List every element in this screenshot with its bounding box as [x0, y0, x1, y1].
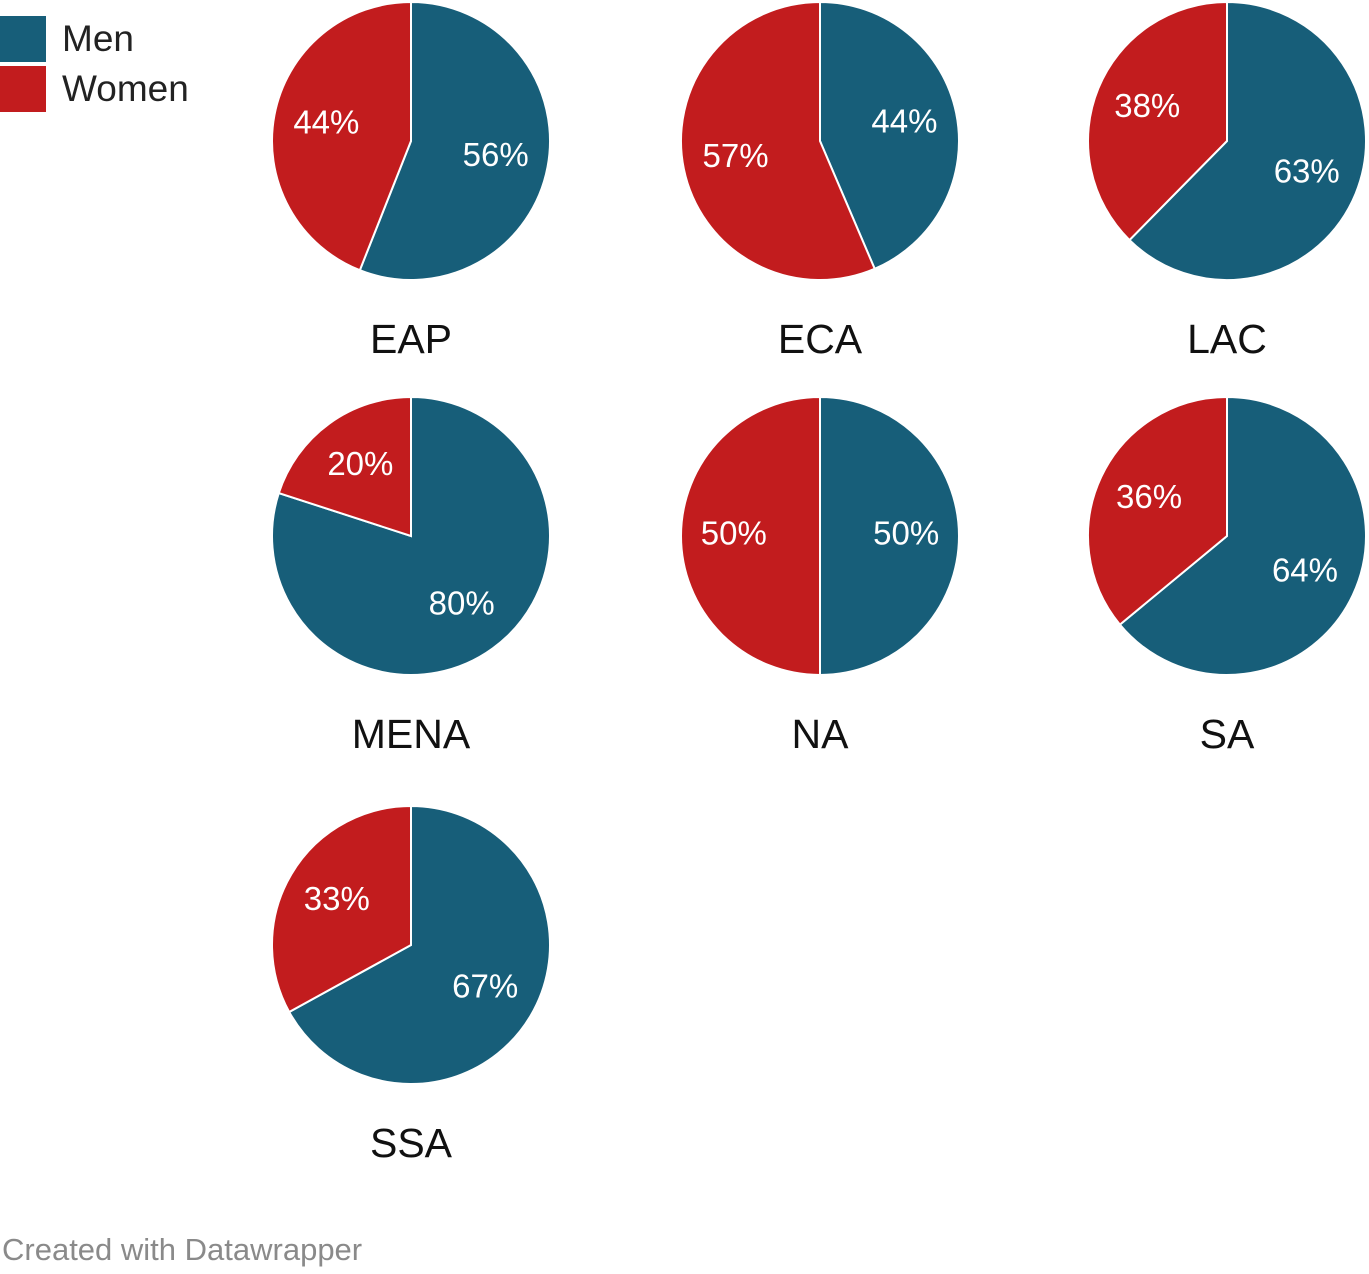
pie-chart-grid: 56% 44% EAP 44% 57% ECA 63% 38% LAC 80% 20% MENA 50%…	[271, 0, 1367, 1166]
slice-women-lac	[1087, 0, 1228, 242]
slice-men-lac	[1128, 0, 1367, 281]
legend-label-men: Men	[62, 18, 134, 59]
pie-na: 50% 50% NA	[680, 395, 960, 757]
value-label-women-sa: 36%	[1116, 478, 1182, 515]
value-label-men-lac: 63%	[1274, 152, 1340, 189]
pie-eap: 56% 44% EAP	[271, 0, 551, 362]
value-label-men-eap: 56%	[463, 136, 529, 173]
legend-label-women: Women	[62, 68, 189, 109]
slice-women-mena	[277, 395, 412, 538]
legend-item-men: Men	[0, 14, 189, 64]
region-label-ssa: SSA	[370, 1120, 453, 1166]
value-label-men-sa: 64%	[1272, 551, 1338, 588]
region-label-sa: SA	[1200, 711, 1255, 757]
pie-ssa: 67% 33% SSA	[271, 804, 551, 1166]
value-label-women-na: 50%	[701, 515, 767, 552]
value-label-women-lac: 38%	[1114, 87, 1180, 124]
slice-men-eca	[819, 0, 960, 271]
value-label-women-mena: 20%	[327, 445, 393, 482]
slice-women-na	[680, 395, 821, 677]
value-label-women-eap: 44%	[293, 104, 359, 141]
slice-women-sa	[1087, 395, 1228, 627]
region-label-mena: MENA	[352, 711, 471, 757]
region-label-eap: EAP	[370, 316, 452, 362]
value-label-men-na: 50%	[873, 515, 939, 552]
value-label-women-eca: 57%	[703, 137, 769, 174]
credit-text: Created with Datawrapper	[2, 1232, 363, 1267]
legend-swatch-women	[0, 66, 46, 112]
pie-mena: 80% 20% MENA	[271, 395, 551, 757]
slice-women-ssa	[271, 804, 412, 1014]
slice-men-ssa	[287, 804, 551, 1085]
slice-women-eap	[271, 0, 412, 272]
value-label-men-mena: 80%	[429, 584, 495, 621]
region-label-eca: ECA	[778, 316, 863, 362]
slice-men-na	[819, 395, 960, 677]
legend-swatch-men	[0, 16, 46, 62]
value-label-men-eca: 44%	[871, 102, 937, 139]
pie-lac: 63% 38% LAC	[1087, 0, 1367, 362]
slice-men-sa	[1118, 395, 1367, 676]
value-label-men-ssa: 67%	[452, 968, 518, 1005]
value-label-women-ssa: 33%	[304, 880, 370, 917]
region-label-na: NA	[792, 711, 850, 757]
region-label-lac: LAC	[1187, 316, 1267, 362]
legend: Men Women	[0, 14, 189, 114]
pie-sa: 64% 36% SA	[1087, 395, 1367, 757]
legend-item-women: Women	[0, 64, 189, 114]
pie-eca: 44% 57% ECA	[680, 0, 960, 362]
slice-men-eap	[358, 0, 551, 281]
slice-women-eca	[680, 0, 877, 281]
